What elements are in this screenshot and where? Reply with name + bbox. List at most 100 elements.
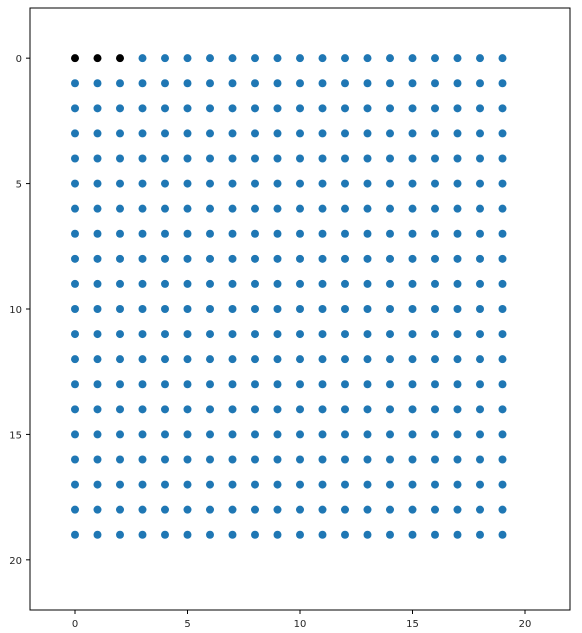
data-point: [498, 355, 507, 364]
y-tick-label: 20: [9, 556, 22, 567]
data-point: [476, 530, 484, 539]
data-point: [71, 79, 79, 88]
data-point: [318, 480, 327, 489]
x-tick-label: 0: [72, 619, 78, 630]
data-point: [408, 305, 417, 313]
data-point: [386, 179, 394, 188]
data-point: [296, 480, 304, 489]
data-point: [408, 229, 417, 238]
data-point: [476, 405, 484, 414]
data-point: [453, 79, 462, 88]
data-point: [363, 254, 372, 263]
data-point: [363, 104, 372, 113]
data-point: [318, 330, 327, 339]
data-point: [431, 129, 439, 138]
data-point: [341, 179, 349, 188]
data-point: [93, 380, 102, 389]
data-point: [453, 505, 462, 514]
data-point: [138, 79, 147, 88]
data-point: [296, 79, 304, 88]
x-tick-label: 20: [519, 619, 532, 630]
data-point: [71, 229, 79, 238]
data-point: [453, 480, 462, 489]
data-point: [273, 179, 282, 188]
data-point: [363, 279, 372, 288]
data-point: [93, 179, 102, 188]
data-point: [251, 430, 259, 439]
data-point: [386, 505, 394, 514]
data-point: [363, 79, 372, 88]
data-point: [251, 54, 259, 63]
data-point: [93, 154, 102, 163]
data-point: [251, 179, 259, 188]
data-point: [228, 204, 237, 213]
data-point: [318, 79, 327, 88]
data-point: [93, 129, 102, 138]
data-point: [476, 305, 484, 313]
data-point: [138, 179, 147, 188]
data-point: [228, 104, 237, 113]
data-point: [386, 254, 394, 263]
data-point: [363, 405, 372, 414]
data-point: [206, 330, 214, 339]
data-point: [251, 104, 259, 113]
data-point: [498, 179, 507, 188]
data-point: [93, 430, 102, 439]
data-point: [93, 229, 102, 238]
data-point: [498, 54, 507, 63]
data-point: [93, 505, 102, 514]
data-point: [431, 79, 439, 88]
data-point: [408, 104, 417, 113]
data-point: [251, 530, 259, 539]
data-point: [476, 254, 484, 263]
data-point: [363, 204, 372, 213]
data-point: [273, 129, 282, 138]
data-point: [116, 330, 124, 339]
data-point: [341, 254, 349, 263]
data-point: [228, 305, 237, 313]
data-point: [251, 154, 259, 163]
data-point: [296, 279, 304, 288]
data-point: [251, 204, 259, 213]
data-point: [206, 380, 214, 389]
data-point: [206, 279, 214, 288]
data-point: [386, 129, 394, 138]
data-point: [116, 430, 124, 439]
data-point: [161, 54, 169, 63]
data-point: [431, 455, 439, 464]
data-point: [161, 355, 169, 364]
data-point: [363, 179, 372, 188]
data-point: [93, 104, 102, 113]
y-tick-label: 10: [9, 305, 22, 316]
data-point: [138, 405, 147, 414]
data-point: [431, 480, 439, 489]
data-point: [93, 330, 102, 339]
data-point: [318, 179, 327, 188]
data-point: [341, 154, 349, 163]
data-point: [273, 305, 282, 313]
data-point: [453, 530, 462, 539]
data-point: [138, 380, 147, 389]
data-point: [431, 54, 439, 63]
data-point: [453, 54, 462, 63]
data-point: [363, 355, 372, 364]
data-point: [183, 430, 192, 439]
data-point: [296, 405, 304, 414]
data-point: [408, 480, 417, 489]
data-point: [408, 129, 417, 138]
data-point: [206, 129, 214, 138]
data-point: [206, 430, 214, 439]
data-point: [228, 455, 237, 464]
data-point: [341, 430, 349, 439]
data-point: [363, 330, 372, 339]
data-point: [318, 505, 327, 514]
data-point: [363, 530, 372, 539]
data-point: [453, 430, 462, 439]
data-point: [206, 204, 214, 213]
data-point: [341, 455, 349, 464]
data-point: [453, 330, 462, 339]
data-point: [431, 179, 439, 188]
data-point: [431, 405, 439, 414]
data-point: [318, 104, 327, 113]
